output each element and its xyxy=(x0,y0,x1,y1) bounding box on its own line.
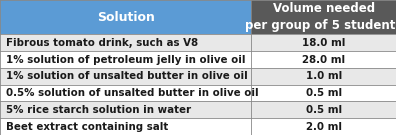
Bar xyxy=(0,51,251,68)
Text: 2.0 ml: 2.0 ml xyxy=(306,122,342,132)
Bar xyxy=(0,68,251,85)
Bar xyxy=(251,68,396,85)
Text: Fibrous tomato drink, such as V8: Fibrous tomato drink, such as V8 xyxy=(6,38,198,48)
Bar xyxy=(251,102,396,118)
Bar xyxy=(0,118,251,135)
Text: 5% rice starch solution in water: 5% rice starch solution in water xyxy=(6,105,191,115)
Text: 1% solution of petroleum jelly in olive oil: 1% solution of petroleum jelly in olive … xyxy=(6,55,246,65)
Bar xyxy=(251,0,396,34)
Bar xyxy=(251,51,396,68)
Bar xyxy=(251,118,396,135)
Text: 28.0 ml: 28.0 ml xyxy=(302,55,345,65)
Text: 0.5% solution of unsalted butter in olive oil: 0.5% solution of unsalted butter in oliv… xyxy=(6,88,259,98)
Bar xyxy=(251,85,396,102)
Text: Solution: Solution xyxy=(97,11,155,24)
Bar xyxy=(0,85,251,102)
Text: Beet extract containing salt: Beet extract containing salt xyxy=(6,122,168,132)
Text: Volume needed
per group of 5 students: Volume needed per group of 5 students xyxy=(245,2,396,32)
Bar xyxy=(0,0,251,34)
Text: 18.0 ml: 18.0 ml xyxy=(302,38,345,48)
Text: 1% solution of unsalted butter in olive oil: 1% solution of unsalted butter in olive … xyxy=(6,71,248,81)
Bar xyxy=(251,34,396,51)
Text: 0.5 ml: 0.5 ml xyxy=(306,88,342,98)
Bar xyxy=(0,102,251,118)
Text: 0.5 ml: 0.5 ml xyxy=(306,105,342,115)
Text: 1.0 ml: 1.0 ml xyxy=(306,71,342,81)
Bar xyxy=(0,34,251,51)
